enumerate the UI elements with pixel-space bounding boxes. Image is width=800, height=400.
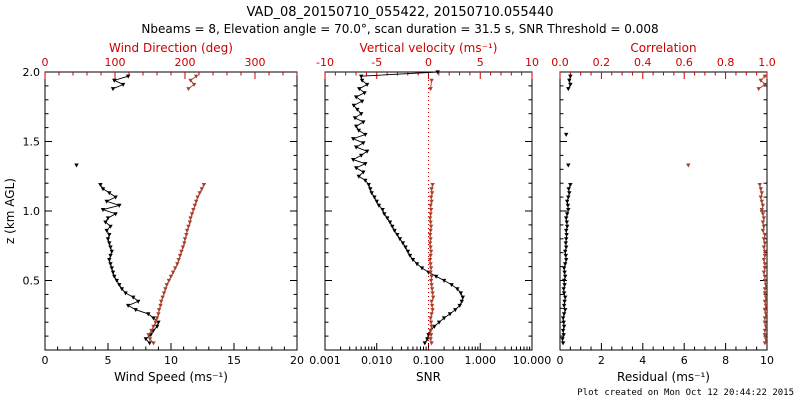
top-tick-label: 0.4 bbox=[634, 56, 652, 69]
top-tick-label: -10 bbox=[316, 56, 334, 69]
top-tick-label: -5 bbox=[371, 56, 382, 69]
series-markers-residual bbox=[560, 74, 573, 346]
series-markers-vertical-velocity bbox=[427, 78, 436, 346]
plot-title: VAD_08_20150710_055422, 20150710.055440 bbox=[246, 5, 554, 20]
x-tick-label: 0.100 bbox=[413, 354, 445, 367]
x-tick-label: 20 bbox=[290, 354, 304, 367]
panel-border bbox=[559, 71, 768, 351]
series-line-wind-speed bbox=[100, 184, 159, 344]
x-tick-label: 1.000 bbox=[465, 354, 497, 367]
y-axis-title: z (km AGL) bbox=[3, 178, 17, 244]
series-line-snr bbox=[351, 71, 464, 344]
top-tick-label: 0 bbox=[42, 56, 49, 69]
top-tick-label: 10 bbox=[525, 56, 539, 69]
x-tick-label: 5 bbox=[105, 354, 112, 367]
series-markers-wind-speed bbox=[74, 74, 161, 346]
top-tick-label: 0.8 bbox=[717, 56, 735, 69]
panel-residual: 0 2 4 6 8 10 Residual (ms⁻¹) 0.0 0.2 0.4 0.6 0.8 1.0… bbox=[551, 41, 776, 384]
x-tick-label: 10.000 bbox=[513, 354, 552, 367]
series-line-correlation bbox=[758, 75, 766, 90]
top-axis-title-wind: Wind Direction (deg) bbox=[109, 41, 233, 55]
x-tick-label: 0 bbox=[557, 354, 564, 367]
x-tick-label: 10 bbox=[164, 354, 178, 367]
series-markers-snr bbox=[351, 70, 465, 346]
series-line-wind-direction bbox=[188, 75, 197, 90]
x-axis-title-wind: Wind Speed (ms⁻¹) bbox=[114, 370, 228, 384]
x-tick-label: 6 bbox=[681, 354, 688, 367]
panel-snr: 0.001 0.010 0.100 1.000 10.000 SNR -10 -5 0 5 10 Ve… bbox=[309, 41, 551, 384]
y-tick-label: 1.0 bbox=[23, 205, 41, 218]
y-tick-label: 1.5 bbox=[23, 136, 41, 149]
top-tick-label: 100 bbox=[105, 56, 126, 69]
series-markers-correlation bbox=[686, 74, 769, 346]
x-tick-label: 15 bbox=[227, 354, 241, 367]
top-tick-label: 1.0 bbox=[758, 56, 776, 69]
top-tick-label: 0.0 bbox=[551, 56, 569, 69]
y-tick-label: 2.0 bbox=[23, 66, 41, 79]
x-axis-title-residual: Residual (ms⁻¹) bbox=[617, 370, 710, 384]
top-tick-label: 0 bbox=[425, 56, 432, 69]
top-tick-label: 0.2 bbox=[593, 56, 611, 69]
x-tick-label: 0 bbox=[42, 354, 49, 367]
x-tick-label: 2 bbox=[598, 354, 605, 367]
plot-subtitle: Nbeams = 8, Elevation angle = 70.0°, sca… bbox=[141, 22, 659, 36]
plot-created-timestamp: Plot created on Mon Oct 12 20:44:22 2015 bbox=[577, 388, 794, 398]
y-tick-label: 0.5 bbox=[23, 275, 41, 288]
x-axis-title-snr: SNR bbox=[416, 370, 441, 384]
top-axis-title-snr: Vertical velocity (ms⁻¹) bbox=[360, 41, 498, 55]
top-tick-label: 5 bbox=[477, 56, 484, 69]
top-tick-label: 200 bbox=[175, 56, 196, 69]
x-tick-label: 10 bbox=[760, 354, 774, 367]
panel-border bbox=[44, 71, 298, 351]
x-tick-label: 0.010 bbox=[361, 354, 393, 367]
x-tick-label: 8 bbox=[722, 354, 729, 367]
top-axis-title-residual: Correlation bbox=[630, 41, 696, 55]
x-tick-label: 4 bbox=[639, 354, 646, 367]
x-tick-label: 0.001 bbox=[309, 354, 341, 367]
top-tick-label: 0.6 bbox=[675, 56, 693, 69]
series-line-wind-speed bbox=[112, 75, 129, 90]
series-line-residual bbox=[567, 76, 571, 89]
top-tick-label: 300 bbox=[245, 56, 266, 69]
series-markers-wind-direction bbox=[146, 74, 207, 346]
